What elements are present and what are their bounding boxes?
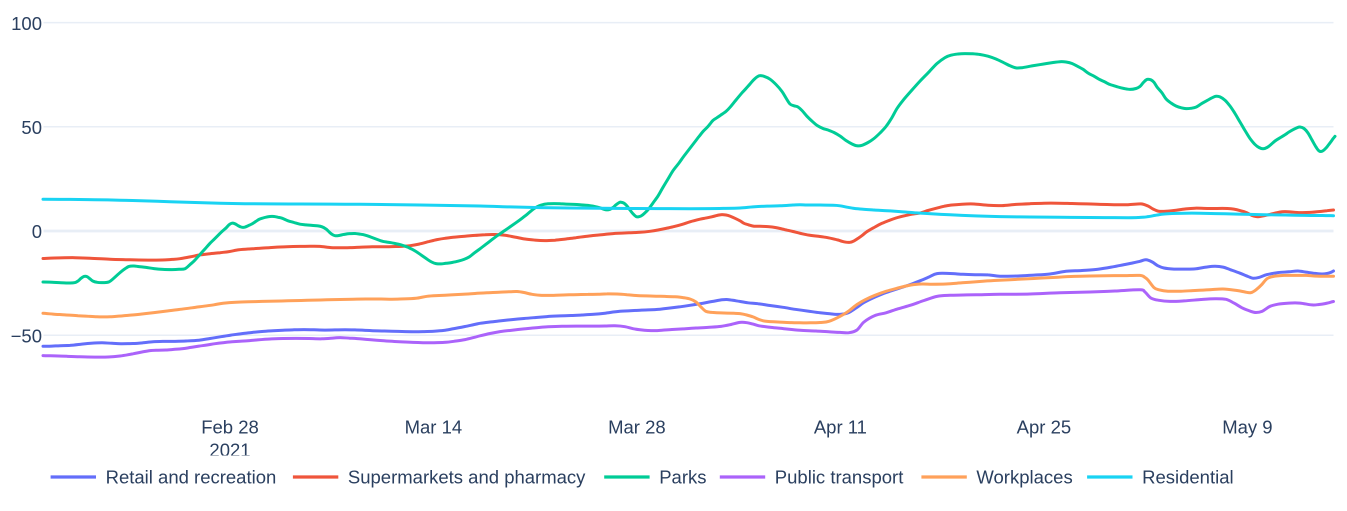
svg-text:May 9: May 9 — [1222, 417, 1272, 438]
svg-text:Supermarkets and pharmacy: Supermarkets and pharmacy — [348, 466, 586, 487]
svg-text:Apr 25: Apr 25 — [1017, 417, 1072, 438]
svg-text:0: 0 — [32, 221, 42, 242]
svg-text:100: 100 — [11, 13, 42, 34]
svg-text:Feb 28: Feb 28 — [201, 417, 259, 438]
svg-text:Retail and recreation: Retail and recreation — [106, 466, 277, 487]
svg-text:Apr 11: Apr 11 — [814, 417, 867, 438]
svg-text:Public transport: Public transport — [775, 466, 904, 487]
svg-text:2021: 2021 — [209, 440, 250, 461]
svg-text:50: 50 — [21, 117, 42, 138]
svg-text:Parks: Parks — [659, 466, 706, 487]
svg-text:Workplaces: Workplaces — [976, 466, 1072, 487]
svg-text:Mar 14: Mar 14 — [405, 417, 463, 438]
svg-text:Mar 28: Mar 28 — [608, 417, 666, 438]
svg-text:−50: −50 — [11, 325, 42, 346]
svg-text:Residential: Residential — [1142, 466, 1234, 487]
